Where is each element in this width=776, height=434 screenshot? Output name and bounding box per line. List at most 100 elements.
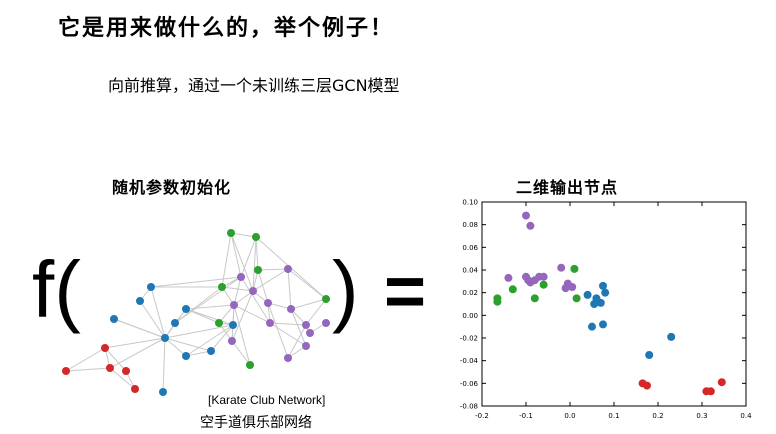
graph-edge — [230, 232, 257, 238]
scatter-point — [524, 276, 533, 285]
x-tick-label: -0.1 — [519, 412, 533, 420]
scatter-point — [588, 322, 596, 331]
scatter-point — [539, 280, 548, 289]
graph-node — [266, 319, 274, 327]
x-tick-label: 0.4 — [740, 412, 752, 420]
graph-node — [306, 329, 314, 337]
graph-node — [207, 347, 215, 355]
scatter-point — [599, 320, 607, 329]
y-tick-label: -0.08 — [460, 403, 478, 411]
function-close-paren: ) — [332, 245, 359, 334]
graph-node — [106, 364, 114, 372]
scatter-point — [526, 221, 535, 230]
scatter-point — [583, 290, 592, 299]
graph-edge — [65, 347, 106, 372]
scatter-point — [557, 263, 566, 272]
graph-node — [264, 299, 272, 307]
scatter-point — [667, 332, 676, 341]
axis-ticks: -0.2 -0.1 0.0 0.1 0.2 0.3 0.4 0.10 0.08 0.06 0.04 0… — [460, 199, 752, 421]
scatter-point — [599, 281, 607, 290]
graph-edge — [164, 337, 212, 352]
graph-edge — [269, 322, 307, 347]
graph-node — [122, 367, 130, 375]
scatter-point — [493, 297, 502, 306]
graph-edge — [255, 236, 259, 271]
graph-edge — [65, 367, 111, 372]
graph-node — [254, 266, 262, 274]
scatter-point — [539, 272, 548, 281]
y-tick-label: -0.06 — [460, 380, 479, 388]
graph-node — [62, 367, 70, 375]
graph-edge — [113, 318, 166, 339]
y-tick-label: 0.04 — [462, 267, 478, 275]
scatter-point — [643, 381, 651, 390]
graph-edge — [104, 347, 127, 372]
graph-edge — [287, 268, 292, 310]
graph-caption-en: [Karate Club Network] — [208, 393, 326, 407]
graph-edge — [185, 308, 220, 324]
graph-edge — [162, 337, 166, 393]
graph-edge — [230, 232, 242, 278]
graph-edge — [210, 324, 234, 352]
graph-node — [322, 319, 330, 327]
graph-node — [215, 319, 223, 327]
graph-edge — [174, 276, 242, 324]
y-tick-label: 0.06 — [462, 244, 478, 252]
graph-node — [159, 388, 167, 396]
y-tick-label: -0.04 — [460, 357, 479, 365]
graph-edge — [233, 304, 271, 324]
graph-edge — [287, 324, 307, 359]
graph-edge — [240, 236, 257, 278]
graph-node — [218, 283, 226, 291]
graph-edge — [231, 340, 251, 366]
graph-edge — [290, 298, 327, 310]
right-heading: 二维输出节点 — [516, 178, 619, 197]
graph-node — [322, 295, 330, 303]
scatter-point — [508, 285, 517, 294]
graph-edge — [185, 350, 212, 357]
x-tick-label: -0.2 — [475, 412, 489, 420]
scatter-point — [522, 211, 530, 220]
slide-title: 它是用来做什么的，举个例子！ — [58, 16, 395, 41]
graph-node — [230, 301, 238, 309]
x-tick-label: 0.1 — [608, 412, 619, 420]
graph-node — [302, 342, 310, 350]
graph-edge — [230, 232, 254, 292]
graph-node — [131, 385, 139, 393]
graph-edge — [185, 308, 234, 326]
graph-edge — [257, 269, 269, 304]
equals-sign: = — [384, 252, 427, 332]
left-heading: 随机参数初始化 — [112, 178, 232, 197]
graph-node — [182, 352, 190, 360]
graph-edge — [233, 276, 242, 306]
y-tick-label: 0.10 — [462, 199, 478, 207]
function-f-open: f( — [32, 245, 81, 334]
graph-node — [110, 315, 118, 323]
scatter-point — [596, 298, 605, 307]
plot-frame — [481, 201, 747, 407]
graph-node — [246, 361, 254, 369]
graph-node — [237, 273, 245, 281]
scatter-point — [601, 288, 610, 297]
scatter-point — [568, 283, 577, 291]
scatter-point — [590, 300, 599, 308]
graph-node — [161, 334, 169, 342]
graph-caption-zh: 空手道俱乐部网络 — [200, 415, 312, 431]
y-tick-label: 0.08 — [462, 221, 478, 229]
graph-node — [252, 233, 260, 241]
graph-edge — [252, 268, 289, 292]
y-tick-label: 0.02 — [462, 289, 478, 297]
x-tick-label: 0.3 — [696, 412, 707, 420]
graph-edge — [109, 337, 166, 369]
graph-node — [302, 321, 310, 329]
graph-node — [147, 283, 155, 291]
graph-edge — [269, 322, 307, 326]
scatter-point — [530, 294, 539, 303]
graph-edge — [305, 298, 327, 326]
x-tick-label: 0.0 — [564, 412, 575, 420]
scatter-chart: -0.2 -0.1 0.0 0.1 0.2 0.3 0.4 0.10 0.08 0.06 0.04 0… — [460, 199, 752, 421]
scatter-point — [706, 387, 715, 396]
graph-node — [227, 229, 235, 237]
graph-edge — [257, 268, 289, 271]
